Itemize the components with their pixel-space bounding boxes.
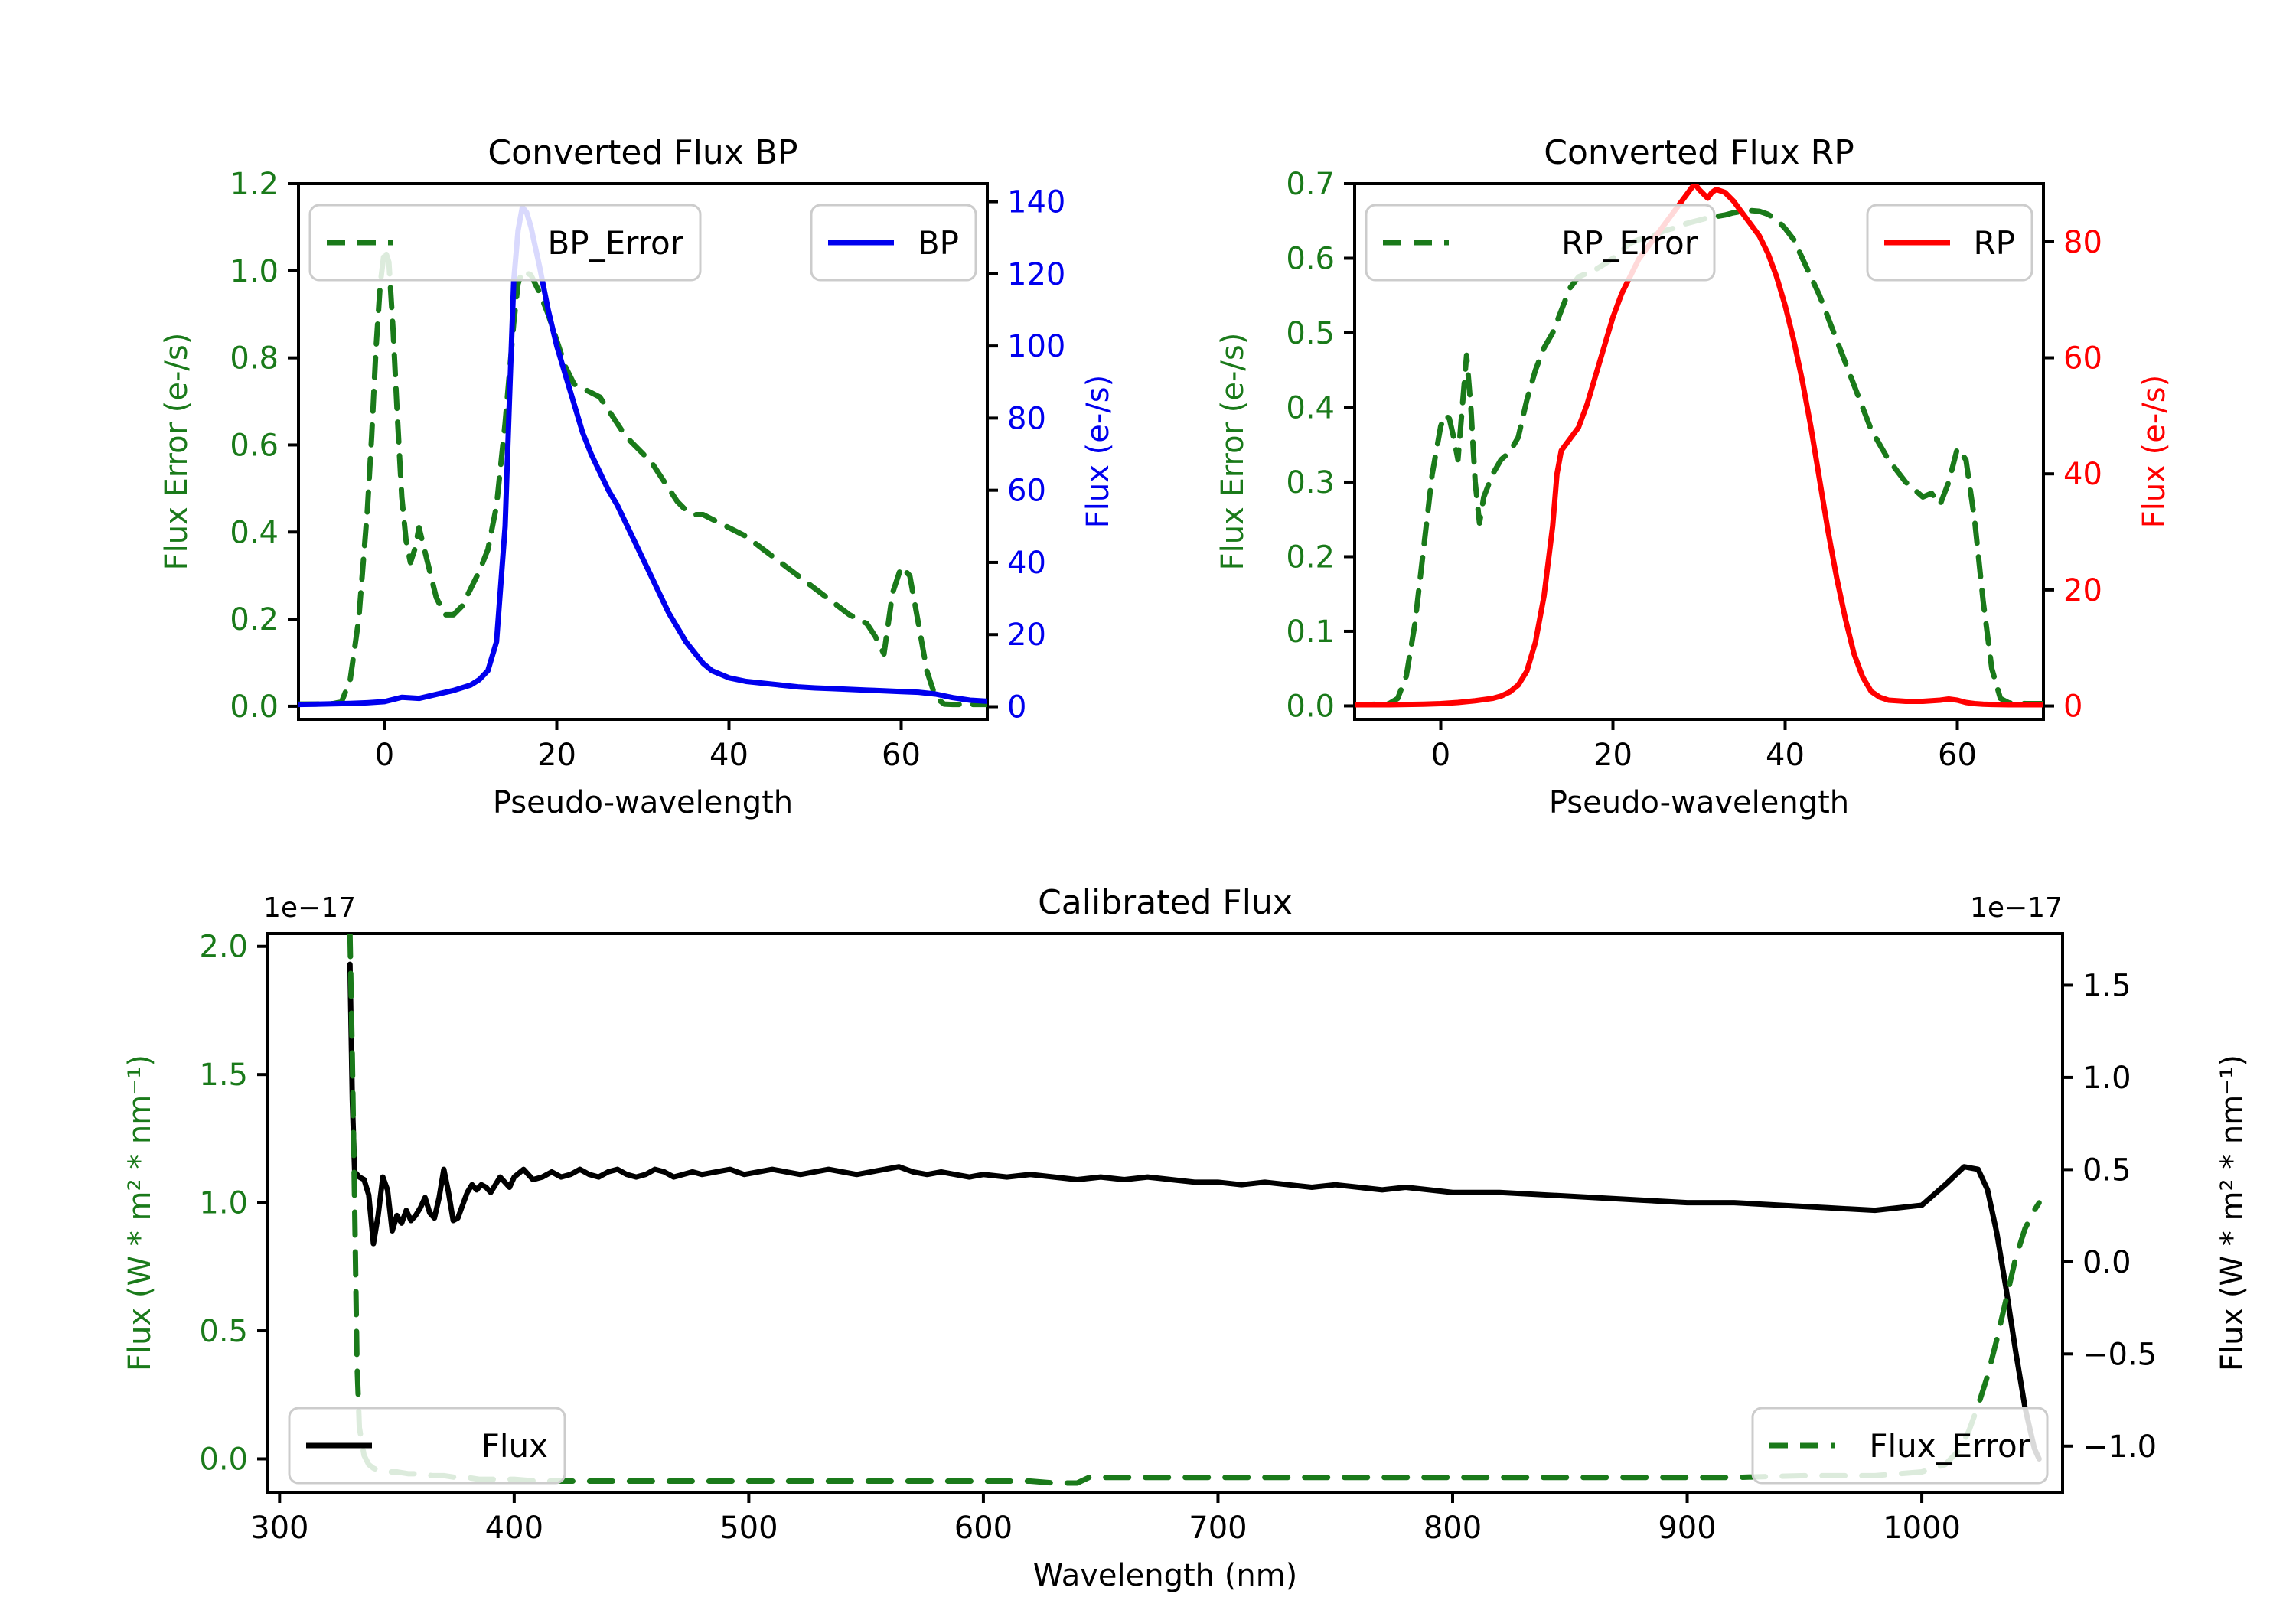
- rp-legend-label: RP: [1973, 224, 2015, 262]
- rp-title: Converted Flux RP: [1544, 133, 1854, 172]
- rp-xaxis-label: Pseudo-wavelength: [1549, 785, 1849, 820]
- bp-legend-bp-error[interactable]: BP_Error: [308, 204, 702, 282]
- bp-xtick-label: 20: [537, 738, 576, 773]
- rp-ytick-left-label: 0.6: [1286, 241, 1335, 276]
- cal-legend-label: Flux_Error: [1869, 1427, 2030, 1465]
- bp-legend-bp[interactable]: BP: [810, 204, 977, 282]
- cal-series-flux: [347, 961, 2042, 1462]
- cal-ytick-right-label: 1.0: [2082, 1061, 2131, 1096]
- bp-xtick-label: 60: [882, 738, 921, 773]
- bp-ytick-right-label: 40: [1007, 546, 1046, 581]
- cal-xtick-label: 800: [1424, 1511, 1482, 1546]
- rp-ytick-left-label: 0.3: [1286, 465, 1335, 500]
- bp-series-bp-error: [298, 246, 987, 708]
- bp-ytick-left-label: 0.4: [230, 515, 279, 550]
- bp-ytick-right-label: 20: [1007, 618, 1046, 653]
- rp-xtick-label: 20: [1593, 738, 1632, 773]
- rp-ytick-right-label: 0: [2063, 689, 2082, 725]
- bp-xtick-label: 0: [375, 738, 394, 773]
- rp-series-rp: [1355, 184, 2043, 708]
- bp-ytick-left-label: 0.2: [230, 602, 279, 637]
- cal-axes-frame: [266, 932, 2064, 1494]
- cal-xtick-label: 300: [250, 1511, 308, 1546]
- cal-title: Calibrated Flux: [1038, 883, 1293, 922]
- cal-ytick-left-label: 0.0: [199, 1442, 248, 1477]
- cal-ytick-right-label: 1.5: [2082, 968, 2131, 1003]
- cal-ytick-right-label: 0.0: [2082, 1245, 2131, 1280]
- bp-legend-label: BP: [918, 224, 959, 262]
- bp-xaxis-label: Pseudo-wavelength: [493, 785, 793, 820]
- cal-ytick-right-label: −0.5: [2082, 1337, 2157, 1372]
- rp-ytick-left-label: 0.4: [1286, 390, 1335, 425]
- bp-yaxis-left-label: Flux Error (e-/s): [159, 333, 194, 571]
- cal-ytick-right-label: 0.5: [2082, 1152, 2131, 1188]
- rp-ytick-left-label: 0.2: [1286, 539, 1335, 575]
- cal-right-exponent: 1e−17: [1970, 892, 2063, 924]
- rp-yaxis-left-label: Flux Error (e-/s): [1215, 333, 1251, 571]
- cal-left-exponent: 1e−17: [263, 892, 356, 924]
- cal-xtick-label: 1000: [1883, 1511, 1961, 1546]
- cal-legend-flux[interactable]: Flux: [288, 1407, 566, 1485]
- rp-xtick-label: 60: [1938, 738, 1977, 773]
- rp-series-rp-error: [1355, 207, 2043, 707]
- bp-xtick-label: 40: [709, 738, 748, 773]
- cal-series-flux-error: [347, 934, 2042, 1486]
- cal-xtick-label: 400: [485, 1511, 543, 1546]
- bp-ytick-left-label: 0.6: [230, 428, 279, 463]
- rp-legend-rp-error[interactable]: RP_Error: [1365, 204, 1716, 282]
- cal-yaxis-right-label: Flux (W * m² * nm⁻¹): [2215, 1054, 2250, 1371]
- bp-ytick-left-label: 1.0: [230, 254, 279, 289]
- bp-axes-frame: [297, 182, 989, 721]
- bp-ytick-right-label: 60: [1007, 474, 1046, 509]
- cal-ytick-left-label: 1.0: [199, 1186, 248, 1221]
- bp-title: Converted Flux BP: [488, 133, 797, 172]
- rp-ytick-right-label: 60: [2063, 341, 2102, 376]
- cal-xtick-label: 700: [1189, 1511, 1247, 1546]
- rp-ytick-left-label: 0.5: [1286, 316, 1335, 351]
- bp-ytick-right-label: 140: [1007, 185, 1065, 220]
- cal-ytick-right-label: −1.0: [2082, 1429, 2157, 1465]
- bp-ytick-right-label: 120: [1007, 257, 1065, 292]
- bp-yaxis-right-label: Flux (e-/s): [1081, 375, 1116, 528]
- cal-legend-flux-error[interactable]: Flux_Error: [1751, 1407, 2049, 1485]
- rp-legend-rp[interactable]: RP: [1866, 204, 2033, 282]
- bp-ytick-left-label: 0.8: [230, 341, 279, 376]
- rp-ytick-left-label: 0.0: [1286, 689, 1335, 724]
- rp-xtick-label: 0: [1431, 738, 1450, 773]
- rp-ytick-left-label: 0.7: [1286, 167, 1335, 202]
- rp-legend-label: RP_Error: [1561, 224, 1698, 262]
- rp-ytick-right-label: 20: [2063, 573, 2102, 608]
- rp-ytick-right-label: 80: [2063, 225, 2102, 260]
- cal-xtick-label: 600: [954, 1511, 1013, 1546]
- cal-xtick-label: 900: [1658, 1511, 1716, 1546]
- bp-ytick-right-label: 100: [1007, 329, 1065, 364]
- bp-ytick-right-label: 0: [1007, 690, 1026, 725]
- bp-series-bp: [298, 204, 987, 708]
- cal-xaxis-label: Wavelength (nm): [1033, 1558, 1298, 1593]
- bp-ytick-left-label: 1.2: [230, 167, 279, 202]
- rp-ytick-right-label: 40: [2063, 457, 2102, 492]
- cal-ytick-left-label: 2.0: [199, 930, 248, 965]
- bp-ytick-left-label: 0.0: [230, 689, 279, 725]
- cal-legend-label: Flux: [481, 1427, 548, 1465]
- cal-xtick-label: 500: [719, 1511, 778, 1546]
- cal-yaxis-left-label: Flux (W * m² * nm⁻¹): [122, 1054, 158, 1371]
- bp-ytick-right-label: 80: [1007, 401, 1046, 436]
- rp-yaxis-right-label: Flux (e-/s): [2137, 375, 2172, 528]
- rp-ytick-left-label: 0.1: [1286, 614, 1335, 650]
- cal-ytick-left-label: 1.5: [199, 1058, 248, 1093]
- cal-ytick-left-label: 0.5: [199, 1314, 248, 1349]
- bp-legend-label: BP_Error: [547, 224, 683, 262]
- rp-xtick-label: 40: [1766, 738, 1805, 773]
- rp-axes-frame: [1353, 182, 2045, 721]
